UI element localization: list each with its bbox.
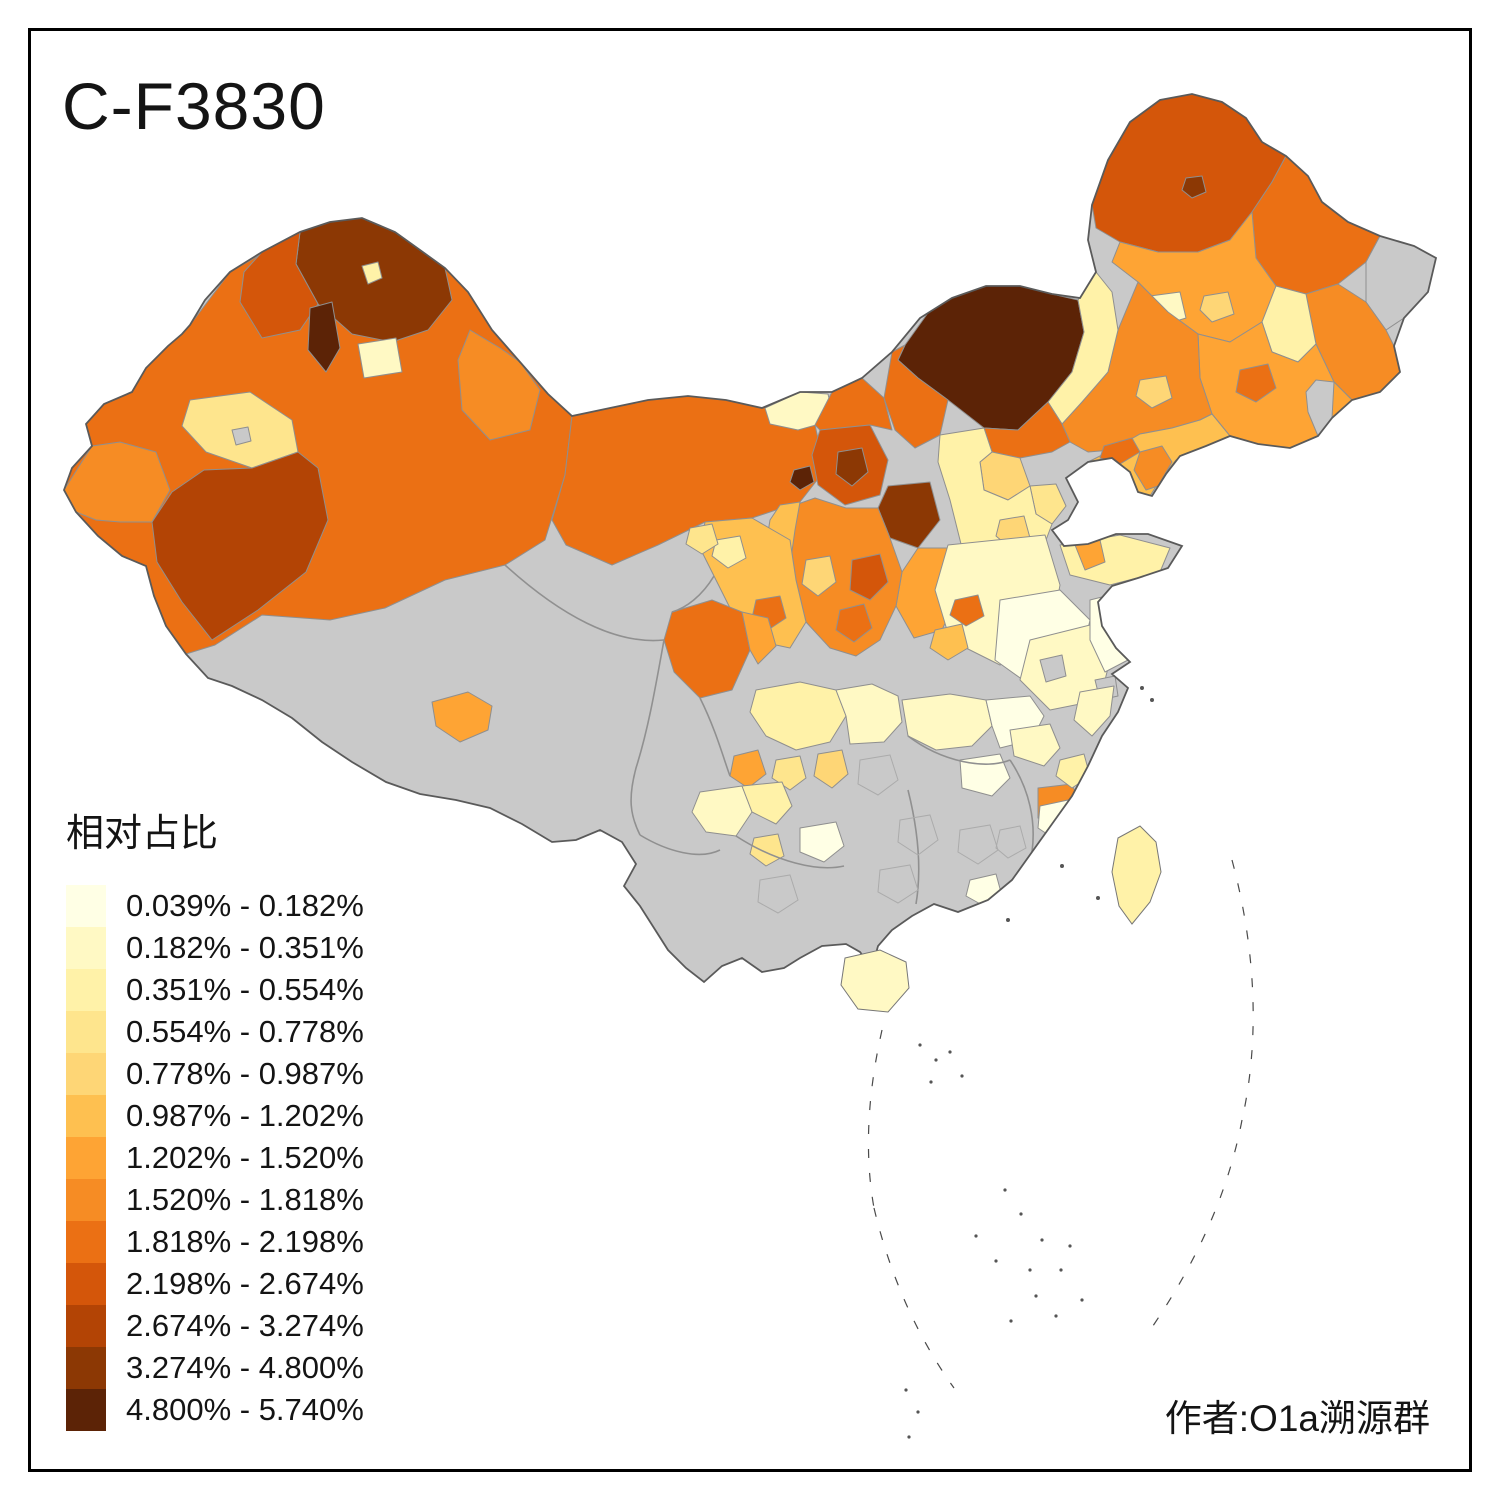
map-region <box>64 441 171 523</box>
legend-swatch <box>66 1221 106 1263</box>
legend-label: 2.198% - 2.674% <box>126 1266 364 1301</box>
legend-swatch <box>66 885 106 927</box>
prefecture-texture <box>757 754 1027 914</box>
legend-swatch <box>66 927 106 969</box>
south-china-sea-features <box>867 859 1254 1439</box>
map-region <box>361 261 383 285</box>
map-region <box>1235 363 1277 403</box>
legend-item: 1.818% - 2.198% <box>66 1221 364 1263</box>
islands <box>840 686 1162 1013</box>
map-region <box>883 344 949 449</box>
legend-swatch <box>66 1305 106 1347</box>
map-region <box>1039 654 1067 683</box>
map-region <box>801 555 837 597</box>
hainan-island <box>840 949 910 1013</box>
map-region <box>835 683 903 745</box>
map-region <box>901 693 993 751</box>
legend-swatch <box>66 1389 106 1431</box>
map-region <box>711 535 747 569</box>
legend-swatch <box>66 1179 106 1221</box>
legend-item: 3.274% - 4.800% <box>66 1347 364 1389</box>
legend-label: 0.987% - 1.202% <box>126 1098 364 1133</box>
legend-item: 0.351% - 0.554% <box>66 969 364 1011</box>
legend-label: 0.554% - 0.778% <box>126 1014 364 1049</box>
author-credit: 作者:O1a溯源群 <box>1164 1398 1430 1439</box>
legend-item: 0.987% - 1.202% <box>66 1095 364 1137</box>
map-region <box>959 753 1011 797</box>
map-region <box>1009 723 1061 767</box>
map-region <box>849 553 889 601</box>
map-region <box>835 447 869 487</box>
map-region <box>457 329 541 441</box>
legend-label: 4.800% - 5.740% <box>126 1392 364 1427</box>
legend-swatch <box>66 1137 106 1179</box>
legend-item: 0.039% - 0.182% <box>66 885 364 927</box>
map-region <box>1181 175 1207 199</box>
taiwan-island <box>1111 825 1162 925</box>
map-region <box>789 465 815 491</box>
map-region <box>431 691 493 743</box>
legend-item: 2.198% - 2.674% <box>66 1263 364 1305</box>
map-region <box>949 594 985 627</box>
map-region <box>1073 685 1115 737</box>
legend-label: 1.202% - 1.520% <box>126 1140 364 1175</box>
legend-label: 0.182% - 0.351% <box>126 930 364 965</box>
map-region <box>239 231 319 339</box>
map-region <box>1199 291 1235 323</box>
legend-swatch <box>66 1095 106 1137</box>
legend-label: 1.520% - 1.818% <box>126 1182 364 1217</box>
map-region <box>799 821 845 863</box>
legend-title: 相对占比 <box>66 813 219 855</box>
legend-label: 2.674% - 3.274% <box>126 1308 364 1343</box>
map-region <box>813 749 849 789</box>
legend-swatch <box>66 1011 106 1053</box>
chart-title: C-F3830 <box>62 69 326 143</box>
map-region <box>749 681 847 751</box>
map-region <box>929 623 969 661</box>
map-region <box>663 599 751 699</box>
legend-swatch <box>66 1053 106 1095</box>
map-region <box>749 833 785 867</box>
legend-label: 0.351% - 0.554% <box>126 972 364 1007</box>
map-region <box>231 426 252 446</box>
map-region <box>307 301 341 373</box>
map-region <box>835 603 873 643</box>
legend-item: 4.800% - 5.740% <box>66 1389 364 1431</box>
legend-item: 1.202% - 1.520% <box>66 1137 364 1179</box>
legend-label: 1.818% - 2.198% <box>126 1224 364 1259</box>
map-region <box>741 781 793 825</box>
map-region <box>771 755 807 791</box>
legend-item: 0.778% - 0.987% <box>66 1053 364 1095</box>
map-region <box>1047 271 1119 425</box>
legend-swatch <box>66 1347 106 1389</box>
legend: 相对占比 0.039% - 0.182% 0.182% - 0.351% 0.3… <box>66 802 364 1431</box>
legend-swatch <box>66 1263 106 1305</box>
legend-item: 0.182% - 0.351% <box>66 927 364 969</box>
map-region <box>741 611 777 665</box>
legend-item: 0.554% - 0.778% <box>66 1011 364 1053</box>
map-region <box>729 749 767 789</box>
legend-label: 0.778% - 0.987% <box>126 1056 364 1091</box>
legend-label: 0.039% - 0.182% <box>126 888 364 923</box>
legend-swatch <box>66 969 106 1011</box>
map-region <box>357 337 403 379</box>
legend-item: 1.520% - 1.818% <box>66 1179 364 1221</box>
province-borders <box>504 564 1034 905</box>
legend-label: 3.274% - 4.800% <box>126 1350 364 1385</box>
legend-item: 2.674% - 3.274% <box>66 1305 364 1347</box>
region-fills <box>64 94 1436 914</box>
map-region <box>685 523 719 555</box>
map-region <box>151 451 329 641</box>
mainland-outline <box>63 93 1438 984</box>
map-region <box>1135 375 1173 409</box>
